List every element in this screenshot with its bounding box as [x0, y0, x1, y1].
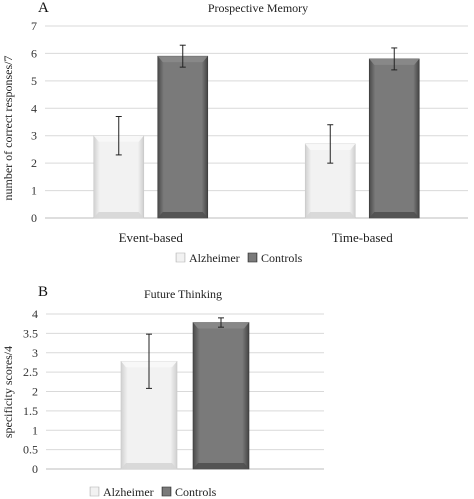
y-tick-label: 2.5	[23, 365, 38, 379]
legend-label-alzheimer: Alzheimer	[189, 251, 240, 265]
y-tick-label: 3.5	[23, 326, 38, 340]
legend-swatch-controls	[247, 252, 258, 263]
bar-controls	[368, 58, 420, 219]
legend-swatch-alzheimer	[89, 486, 100, 497]
legend-swatch-alzheimer	[175, 252, 186, 263]
legend-label-controls: Controls	[175, 485, 217, 499]
plot-area-b: 0 0.5 1 1.5 2 2.5 3 3.5 4 Alzheimer Controls	[23, 307, 324, 499]
y-tick-label: 3	[31, 129, 37, 143]
y-tick-label: 4	[31, 101, 37, 115]
y-tick-label: 7	[31, 19, 37, 33]
x-category-label: Time-based	[332, 230, 393, 245]
y-tick-label: 1.5	[23, 404, 38, 418]
y-tick-label: 4	[32, 307, 38, 321]
bar-bevel	[157, 212, 208, 218]
legend-label-alzheimer: Alzheimer	[103, 485, 154, 499]
y-tick-label: 6	[31, 46, 37, 60]
y-tick-label: 2	[31, 156, 37, 170]
y-axis-label-a: number of correct responses/7	[1, 56, 15, 201]
bar-bevel	[305, 212, 356, 218]
panel-label-b: B	[38, 284, 48, 300]
bar-bevel	[193, 463, 249, 469]
bar-bevel	[93, 212, 144, 218]
y-tick-label: 1	[32, 423, 38, 437]
legend-swatch-controls	[161, 486, 172, 497]
y-tick-label: 5	[31, 74, 37, 88]
bar-controls	[192, 322, 250, 470]
chart-title-a: Prospective Memory	[208, 1, 308, 15]
y-tick-label: 3	[32, 346, 38, 360]
y-axis-label-b: specificity scores/4	[1, 346, 15, 438]
y-tick-label: 0	[31, 211, 37, 225]
bar-controls	[157, 55, 209, 219]
panel-label-a: A	[38, 0, 49, 16]
x-category-label: Event-based	[119, 230, 184, 245]
plot-area-a: 0 1 2 3 4 5 6 7 Event-based Time-based Alzheimer Co…	[31, 19, 468, 265]
y-tick-label: 1	[31, 184, 37, 198]
y-tick-label: 2	[32, 385, 38, 399]
chart-title-b: Future Thinking	[144, 287, 222, 301]
y-tick-label: 0.5	[23, 443, 38, 457]
bar-bevel	[369, 212, 420, 218]
y-tick-label: 0	[32, 462, 38, 476]
legend-label-controls: Controls	[261, 251, 303, 265]
bar-bevel	[121, 463, 177, 469]
